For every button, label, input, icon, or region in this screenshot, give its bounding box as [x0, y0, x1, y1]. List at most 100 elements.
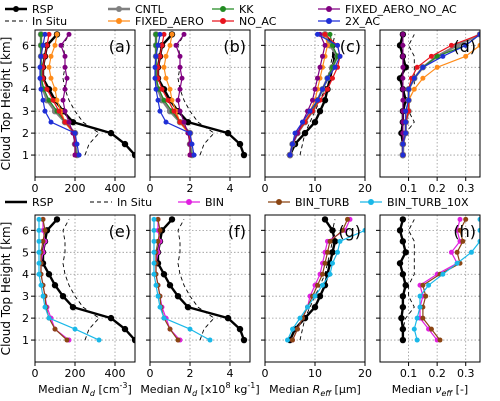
point-2x-ac: [325, 75, 330, 81]
point-no-ac: [414, 64, 420, 70]
series-line-bin-turb-10x: [38, 219, 100, 341]
point-2x-ac: [153, 86, 159, 92]
point-2x-ac: [287, 152, 293, 158]
point-2x-ac: [315, 31, 320, 37]
y-tick-label: 1: [22, 334, 29, 347]
point-rsp: [51, 282, 59, 289]
axes-frame: [34, 29, 136, 178]
point-bin-turb-10x: [417, 304, 423, 310]
series-line-in-situ: [299, 34, 336, 156]
x-tick-label: 0.2: [428, 367, 446, 380]
point-bin-turb: [423, 293, 429, 299]
x-tick-label: 2: [187, 367, 194, 380]
point-fixed-aero-no-ac: [179, 75, 185, 81]
point-2x-ac: [411, 75, 417, 81]
point-fixed-aero: [167, 42, 173, 48]
x-axis-label-part: 8: [225, 381, 230, 390]
x-tick-label: 4: [227, 182, 234, 195]
legend-marker: [116, 18, 122, 24]
point-fixed-aero-no-ac: [62, 64, 68, 70]
point-rsp: [316, 107, 324, 115]
point-2x-ac: [155, 97, 161, 103]
point-kk: [434, 53, 440, 59]
legend-marker: [220, 6, 226, 12]
axes-frame: [379, 214, 481, 363]
panel-b: 0 2 4 (b): [146, 29, 251, 195]
x-tick-label: 0: [262, 367, 269, 380]
point-fixed-aero: [463, 53, 469, 59]
point-bin-turb-10x: [477, 238, 480, 244]
series-line-fixed-aero-no-ac: [175, 34, 191, 156]
point-2x-ac: [315, 97, 320, 103]
point-bin-turb-10x: [42, 304, 48, 310]
point-2x-ac: [152, 64, 158, 70]
point-fixed-aero-no-ac: [310, 97, 315, 103]
point-2x-ac: [307, 108, 313, 114]
point-bin-turb: [463, 216, 469, 222]
point-bin-turb-10x: [468, 249, 474, 255]
point-bin-turb: [40, 216, 46, 222]
point-bin-turb-10x: [330, 260, 335, 266]
axes-frame: [379, 29, 481, 178]
point-fixed-aero-no-ac: [66, 119, 72, 125]
series-line-in-situ: [177, 34, 215, 156]
point-2x-ac: [420, 64, 426, 70]
point-bin-turb: [295, 326, 300, 332]
point-bin-turb-10x: [40, 293, 46, 299]
point-bin-turb-10x: [426, 282, 432, 288]
point-bin: [448, 249, 454, 255]
point-bin-turb-10x: [36, 260, 42, 266]
axes-frame: [34, 214, 136, 363]
x-axis-label-part: Median: [392, 383, 436, 396]
y-tick-label: 6: [22, 224, 29, 237]
point-2x-ac: [403, 130, 409, 136]
x-tick-label: 0.1: [400, 367, 418, 380]
x-axis-label-part: -1: [247, 381, 255, 390]
x-axis-label-part: [cm: [95, 383, 120, 396]
point-bin-turb-10x: [151, 249, 157, 255]
point-rsp: [45, 271, 53, 278]
legend-label: RSP: [32, 196, 54, 209]
point-2x-ac: [400, 152, 406, 158]
x-axis-label-part: N: [184, 383, 192, 396]
point-no-ac: [325, 86, 330, 92]
legend-entry-in-situ: In Situ: [5, 15, 67, 28]
point-rsp: [107, 314, 115, 322]
point-no-ac: [56, 108, 62, 114]
point-rsp: [316, 292, 324, 300]
legend-entry-rsp: RSP: [5, 3, 54, 16]
legend-entry-fixed-aero: FIXED_AERO: [108, 15, 204, 28]
point-no-ac: [159, 86, 165, 92]
legend-marker: [220, 18, 226, 24]
legend-marker: [326, 18, 332, 24]
point-fixed-aero: [420, 75, 426, 81]
point-bin-turb: [52, 326, 58, 332]
point-2x-ac: [40, 42, 46, 48]
point-bin-turb-10x: [151, 227, 157, 233]
point-rsp: [168, 216, 176, 223]
point-2x-ac: [332, 64, 338, 70]
panel-label: (b): [223, 37, 246, 56]
point-fixed-aero: [477, 42, 480, 48]
point-bin-turb-10x: [411, 326, 417, 332]
point-bin-turb: [457, 227, 463, 233]
point-2x-ac: [292, 130, 298, 136]
point-no-ac: [330, 75, 335, 81]
point-bin-turb-10x: [312, 293, 318, 299]
point-kk: [153, 31, 159, 37]
legend-label: BIN_TURB: [295, 196, 349, 209]
point-rsp: [236, 325, 244, 333]
point-no-ac: [159, 42, 165, 48]
point-rsp: [59, 292, 67, 300]
point-2x-ac: [300, 119, 305, 125]
point-bin-turb: [454, 249, 460, 255]
point-bin-turb-10x: [155, 293, 161, 299]
point-fixed-aero-no-ac: [400, 31, 406, 37]
x-axis-label-part: ]: [255, 383, 259, 396]
legend-label: BIN_TURB_10X: [387, 196, 469, 209]
point-rsp: [240, 336, 248, 344]
panel-label: (d): [453, 37, 476, 56]
point-bin-turb: [155, 238, 161, 244]
x-axis-label-part: -3: [120, 381, 128, 390]
point-bin-turb: [460, 238, 466, 244]
